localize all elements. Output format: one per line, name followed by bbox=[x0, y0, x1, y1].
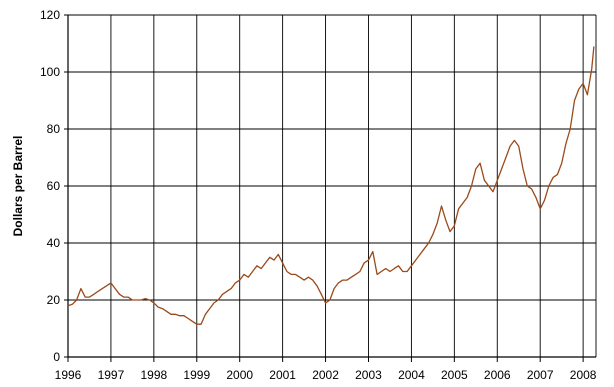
grid-layer bbox=[67, 14, 597, 358]
y-tick-label-0: 0 bbox=[53, 350, 60, 364]
x-tick-label-1998: 1998 bbox=[141, 368, 168, 382]
x-tick-label-2001: 2001 bbox=[269, 368, 296, 382]
x-tick-label-2008: 2008 bbox=[570, 368, 597, 382]
x-tick-label-2003: 2003 bbox=[355, 368, 382, 382]
y-tick-label-100: 100 bbox=[40, 65, 60, 79]
x-tick-label-2005: 2005 bbox=[441, 368, 468, 382]
x-tick-label-2002: 2002 bbox=[312, 368, 339, 382]
x-tick-label-2006: 2006 bbox=[484, 368, 511, 382]
y-tick-label-60: 60 bbox=[47, 179, 61, 193]
label-layer: 0 20 40 60 80 100 120 1996 1997 1998 1999 2000 2001 2… bbox=[40, 8, 597, 382]
axis-layer bbox=[64, 14, 596, 362]
x-tick-label-2004: 2004 bbox=[398, 368, 425, 382]
series-layer bbox=[67, 46, 595, 325]
x-tick-label-1997: 1997 bbox=[98, 368, 125, 382]
x-tick-label-1996: 1996 bbox=[55, 368, 82, 382]
y-axis-title: Dollars per Barrel bbox=[11, 136, 25, 237]
y-tick-label-20: 20 bbox=[47, 293, 61, 307]
y-tick-label-40: 40 bbox=[47, 236, 61, 250]
y-tick-label-80: 80 bbox=[47, 122, 61, 136]
x-tick-label-1999: 1999 bbox=[183, 368, 210, 382]
y-tick-label-120: 120 bbox=[40, 8, 60, 22]
series-line-0 bbox=[67, 46, 595, 325]
x-tick-label-2000: 2000 bbox=[226, 368, 253, 382]
x-tick-label-2007: 2007 bbox=[527, 368, 554, 382]
